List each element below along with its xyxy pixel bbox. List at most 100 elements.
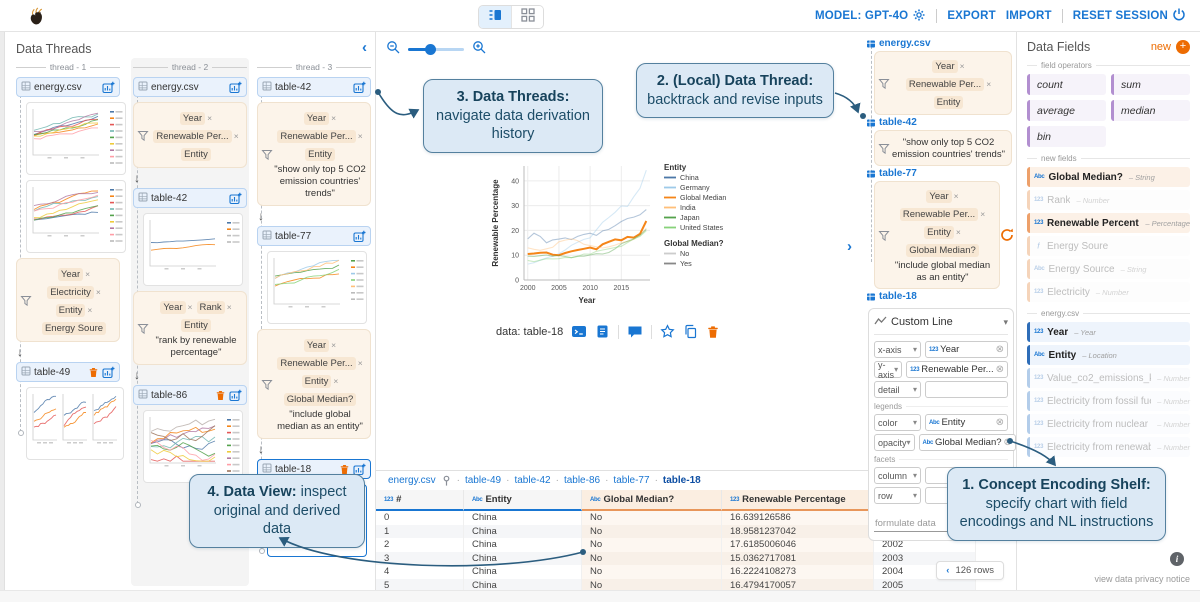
channel-select-y-axis[interactable]: y-axis ▾: [874, 360, 903, 380]
star-icon[interactable]: [660, 324, 675, 339]
concept-chip[interactable]: Entity: [181, 319, 211, 332]
zoom-slider[interactable]: [408, 44, 464, 55]
field-operator-sum[interactable]: sum: [1111, 74, 1190, 95]
concept-chip[interactable]: Renewable Per... ×: [277, 130, 363, 143]
import-button[interactable]: IMPORT: [1005, 10, 1052, 22]
thread-view-toggle-button[interactable]: [479, 6, 511, 28]
column-header-global-median-[interactable]: Abc Global Median?: [582, 490, 722, 511]
concept-chip[interactable]: Year ×: [932, 60, 965, 73]
field-operator-median[interactable]: median: [1111, 100, 1190, 121]
document-icon[interactable]: [595, 324, 610, 339]
data-tab-table-42[interactable]: table-42: [514, 475, 551, 486]
concept-chip[interactable]: Electricity ×: [47, 286, 101, 299]
delete-table-trash-icon[interactable]: [88, 367, 99, 378]
table-card-table-86[interactable]: table-86: [133, 385, 247, 405]
chip-remove-icon[interactable]: ×: [85, 269, 91, 279]
delete-chart-trash-icon[interactable]: [706, 325, 720, 339]
chip-remove-icon[interactable]: ×: [357, 131, 363, 141]
chip-remove-icon[interactable]: ×: [95, 287, 101, 297]
concept-chip[interactable]: Rank ×: [196, 301, 232, 314]
chart-thumbnail[interactable]: [267, 251, 367, 324]
field-operator-average[interactable]: average: [1027, 100, 1106, 121]
concept-chip[interactable]: Renewable Per... ×: [153, 130, 239, 143]
field-operator-bin[interactable]: bin: [1027, 126, 1106, 147]
delete-table-trash-icon[interactable]: [215, 390, 226, 401]
table-card-table-42[interactable]: table-42: [133, 188, 247, 208]
local-table-link-energy.csv[interactable]: energy.csv: [866, 38, 1014, 49]
concept-chip[interactable]: Entity ×: [301, 375, 338, 388]
concept-chip[interactable]: Entity ×: [924, 226, 961, 239]
concept-chip[interactable]: Global Median?: [283, 393, 357, 406]
expand-panel-chevron-icon[interactable]: ›: [847, 238, 852, 255]
encoding-field-color[interactable]: Abc Entity ⊗: [925, 414, 1008, 431]
create-chart-icon[interactable]: [229, 81, 242, 94]
table-card-table-49[interactable]: table-49: [16, 362, 120, 382]
data-field-global-median-[interactable]: Abc Global Median? – String: [1027, 167, 1190, 187]
create-chart-icon[interactable]: [229, 389, 242, 402]
pager-chevron-icon[interactable]: ‹: [946, 565, 950, 576]
export-button[interactable]: EXPORT: [947, 10, 996, 22]
channel-select-x-axis[interactable]: x-axis ▾: [874, 341, 921, 358]
data-field-electricity[interactable]: 123 Electricity – Number: [1027, 282, 1190, 302]
encoding-field-detail[interactable]: [925, 381, 1008, 398]
create-chart-icon[interactable]: [102, 81, 115, 94]
chip-remove-icon[interactable]: ×: [953, 191, 959, 201]
code-terminal-icon[interactable]: [571, 324, 587, 339]
concept-chip[interactable]: Year ×: [160, 301, 193, 314]
channel-select-opacity[interactable]: opacity ▾: [874, 434, 915, 451]
chart-thumbnail[interactable]: [26, 102, 126, 175]
data-field-energy-soure[interactable]: ƒ Energy Soure: [1027, 236, 1190, 256]
chip-remove-icon[interactable]: ×: [986, 79, 992, 89]
channel-select-row[interactable]: row ▾: [874, 487, 921, 504]
encoding-field-opacity[interactable]: Abc Global Median? ⊗: [918, 434, 1016, 451]
channel-select-detail[interactable]: detail ▾: [874, 381, 921, 398]
copy-icon[interactable]: [683, 324, 698, 339]
data-tab-table-18[interactable]: table-18: [662, 475, 701, 486]
clear-field-icon[interactable]: ⊗: [1003, 436, 1012, 448]
chevron-down-icon[interactable]: ▾: [1003, 316, 1008, 327]
chip-remove-icon[interactable]: ×: [331, 340, 337, 350]
chip-remove-icon[interactable]: ×: [87, 305, 93, 315]
chip-remove-icon[interactable]: ×: [331, 113, 337, 123]
concept-chip[interactable]: Entity ×: [55, 304, 93, 317]
create-chart-icon[interactable]: [353, 81, 366, 94]
concept-chip[interactable]: Entity: [181, 148, 211, 161]
data-field-rank[interactable]: 123 Rank – Number: [1027, 190, 1190, 210]
concept-chip[interactable]: Year ×: [303, 112, 337, 125]
channel-select-column[interactable]: column ▾: [874, 467, 921, 484]
chip-remove-icon[interactable]: ×: [955, 227, 961, 237]
chip-remove-icon[interactable]: ×: [233, 131, 239, 141]
create-chart-icon[interactable]: [229, 192, 242, 205]
zoom-out-icon[interactable]: [386, 40, 400, 59]
chat-icon[interactable]: [627, 324, 643, 339]
create-chart-icon[interactable]: [353, 230, 366, 243]
chip-remove-icon[interactable]: ×: [959, 61, 965, 71]
concept-chip[interactable]: Renewable Per... ×: [899, 208, 986, 221]
data-field-year[interactable]: 123 Year – Year: [1027, 322, 1190, 342]
chip-remove-icon[interactable]: ×: [980, 209, 986, 219]
chart-thumbnail[interactable]: [26, 180, 126, 253]
privacy-notice-link[interactable]: view data privacy notice: [1094, 574, 1190, 584]
model-selector-button[interactable]: MODEL: GPT-4O: [815, 8, 926, 25]
delete-table-trash-icon[interactable]: [339, 464, 350, 475]
data-tab-table-49[interactable]: table-49: [464, 475, 502, 486]
concept-chip[interactable]: Year ×: [926, 190, 959, 203]
chart-thumbnail[interactable]: [143, 213, 243, 286]
table-card-table-77[interactable]: table-77: [257, 226, 371, 246]
concept-chip[interactable]: Renewable Per... ×: [905, 78, 992, 91]
concept-chip[interactable]: Year ×: [303, 339, 337, 352]
chip-remove-icon[interactable]: ×: [207, 113, 213, 123]
clear-field-icon[interactable]: ⊗: [995, 416, 1004, 428]
chart-thumbnail[interactable]: [143, 410, 243, 483]
data-field-energy-source[interactable]: Abc Energy Source – String: [1027, 259, 1190, 279]
concept-chip[interactable]: Global Median?: [906, 244, 979, 257]
refresh-icon[interactable]: [999, 227, 1015, 248]
concept-chip[interactable]: Entity: [305, 148, 335, 161]
zoom-in-icon[interactable]: [472, 40, 486, 59]
zoom-slider-thumb[interactable]: [425, 44, 437, 55]
data-field-entity[interactable]: Abc Entity – Location: [1027, 345, 1190, 365]
local-table-link-table-77[interactable]: table-77: [866, 168, 1014, 179]
channel-select-color[interactable]: color ▾: [874, 414, 921, 431]
